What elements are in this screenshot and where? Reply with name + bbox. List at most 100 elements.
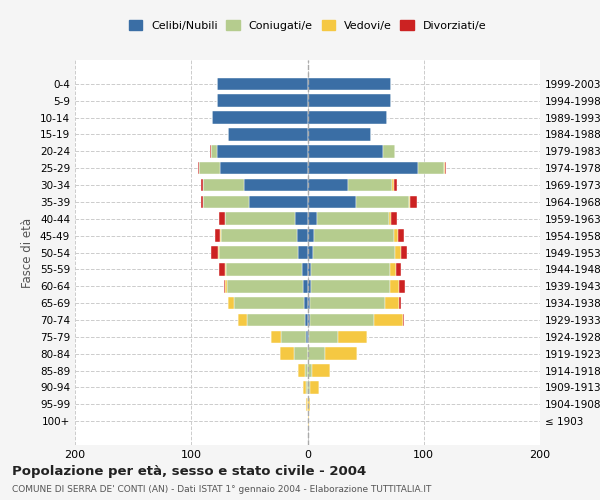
Bar (217, 94, 308, 107)
Bar (374, 314, 403, 326)
Text: Popolazione per età, sesso e stato civile - 2004: Popolazione per età, sesso e stato civil… (12, 465, 366, 478)
Bar (396, 263, 401, 276)
Bar (198, 162, 199, 174)
Bar (280, 348, 293, 360)
Bar (311, 280, 390, 292)
Bar (308, 314, 310, 326)
Bar (310, 381, 319, 394)
Bar (215, 230, 220, 242)
Bar (383, 145, 395, 158)
Bar (400, 280, 405, 292)
Bar (224, 280, 225, 292)
Bar (293, 348, 308, 360)
Bar (308, 230, 314, 242)
Bar (308, 178, 348, 192)
Bar (229, 128, 308, 141)
Bar (409, 196, 410, 208)
Bar (394, 230, 398, 242)
Bar (308, 330, 338, 343)
Bar (395, 246, 401, 259)
Bar (308, 111, 386, 124)
Bar (199, 162, 220, 174)
Bar (348, 178, 392, 192)
Bar (200, 178, 203, 192)
Bar (304, 297, 308, 310)
Bar (403, 314, 404, 326)
Bar (297, 230, 308, 242)
Bar (410, 196, 417, 208)
Bar (221, 230, 297, 242)
Bar (338, 330, 367, 343)
Bar (308, 398, 310, 410)
Bar (218, 246, 219, 259)
Bar (307, 330, 308, 343)
Bar (307, 398, 308, 410)
Bar (219, 212, 225, 225)
Bar (298, 246, 308, 259)
Bar (305, 364, 308, 377)
Bar (312, 364, 329, 377)
Bar (310, 314, 374, 326)
Bar (308, 128, 371, 141)
Bar (308, 212, 317, 225)
Bar (308, 78, 391, 90)
Bar (225, 212, 295, 225)
Bar (281, 330, 307, 343)
Bar (220, 230, 221, 242)
Bar (443, 162, 445, 174)
Bar (217, 78, 308, 90)
Bar (295, 212, 308, 225)
Bar (398, 230, 404, 242)
Bar (203, 196, 250, 208)
Bar (400, 297, 401, 310)
Bar (445, 162, 446, 174)
Bar (219, 263, 225, 276)
Bar (401, 246, 407, 259)
Bar (298, 364, 305, 377)
Bar (310, 297, 385, 310)
Bar (308, 280, 311, 292)
Bar (210, 145, 211, 158)
Bar (212, 111, 308, 124)
Bar (308, 263, 311, 276)
Bar (389, 212, 391, 225)
Bar (308, 297, 310, 310)
Bar (217, 145, 308, 158)
Text: COMUNE DI SERRA DE' CONTI (AN) - Dati ISTAT 1° gennaio 2004 - Elaborazione TUTTI: COMUNE DI SERRA DE' CONTI (AN) - Dati IS… (12, 485, 431, 494)
Bar (303, 381, 307, 394)
Bar (200, 196, 203, 208)
Bar (229, 297, 234, 310)
Bar (314, 230, 394, 242)
Bar (234, 297, 304, 310)
Bar (225, 280, 227, 292)
Bar (308, 364, 312, 377)
Bar (394, 178, 397, 192)
Bar (308, 196, 356, 208)
Bar (211, 145, 217, 158)
Bar (391, 212, 397, 225)
Bar (219, 246, 298, 259)
Bar (227, 280, 303, 292)
Bar (390, 263, 396, 276)
Legend: Celibi/Nubili, Coniugati/e, Vedovi/e, Divorziati/e: Celibi/Nubili, Coniugati/e, Vedovi/e, Di… (124, 16, 491, 35)
Bar (392, 178, 394, 192)
Bar (211, 246, 218, 259)
Bar (238, 314, 247, 326)
Bar (356, 196, 409, 208)
Bar (308, 246, 313, 259)
Y-axis label: Fasce di età: Fasce di età (22, 218, 34, 288)
Bar (307, 381, 308, 394)
Bar (305, 314, 308, 326)
Bar (308, 145, 383, 158)
Bar (225, 263, 226, 276)
Bar (303, 280, 308, 292)
Bar (308, 94, 391, 107)
Bar (308, 162, 418, 174)
Bar (226, 263, 302, 276)
Bar (247, 314, 305, 326)
Bar (250, 196, 308, 208)
Bar (203, 178, 244, 192)
Bar (317, 212, 389, 225)
Bar (302, 263, 308, 276)
Bar (313, 246, 395, 259)
